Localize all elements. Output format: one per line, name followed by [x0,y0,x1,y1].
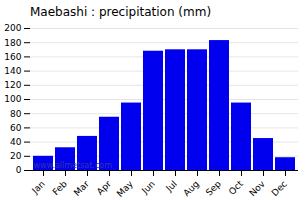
svg-text:80: 80 [10,109,22,119]
html-text:Maebashi : precipitation (mm): Maebashi : precipitation (mm) [30,5,212,19]
svg-text:Mar: Mar [72,178,91,197]
svg-text:140: 140 [4,66,21,76]
svg-text:Aug: Aug [181,179,201,198]
svg-text:20: 20 [10,151,22,161]
svg-text:40: 40 [10,137,22,147]
svg-text:Jun: Jun [139,179,157,197]
svg-text:200: 200 [4,23,21,33]
svg-text:Dec: Dec [270,179,289,198]
svg-text:Jan: Jan [29,179,47,197]
svg-text:May: May [115,178,136,198]
svg-text:Nov: Nov [247,178,267,198]
svg-text:Apr: Apr [95,179,113,197]
svg-text:www.allmetsat.com: www.allmetsat.com [34,161,113,170]
svg-text:180: 180 [4,38,21,48]
svg-text:60: 60 [10,123,22,133]
svg-text:Feb: Feb [51,179,70,198]
svg-text:100: 100 [4,94,21,104]
svg-text:0: 0 [16,165,22,175]
svg-text:Sep: Sep [204,179,223,198]
svg-text:Oct: Oct [227,178,245,196]
svg-text:120: 120 [4,80,21,90]
svg-text:160: 160 [4,52,21,62]
svg-text:Jul: Jul [163,179,178,194]
